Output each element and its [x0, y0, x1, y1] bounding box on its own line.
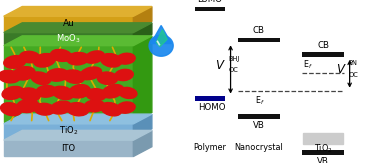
Text: HOMO: HOMO	[198, 103, 225, 112]
Ellipse shape	[115, 69, 133, 81]
Text: PN: PN	[348, 60, 357, 66]
Ellipse shape	[117, 102, 135, 113]
Ellipse shape	[34, 53, 55, 67]
Ellipse shape	[84, 100, 105, 112]
Ellipse shape	[17, 99, 39, 112]
Text: CB: CB	[253, 26, 265, 35]
Polygon shape	[149, 35, 173, 56]
Ellipse shape	[31, 72, 51, 85]
Ellipse shape	[52, 86, 74, 100]
Ellipse shape	[119, 87, 137, 98]
Polygon shape	[133, 36, 152, 122]
Ellipse shape	[67, 52, 89, 65]
Ellipse shape	[36, 85, 56, 97]
Ellipse shape	[34, 103, 54, 115]
Text: E$_f$: E$_f$	[255, 94, 265, 107]
Bar	[302, 150, 344, 155]
Ellipse shape	[85, 51, 104, 63]
Text: $V$: $V$	[336, 63, 346, 76]
Polygon shape	[4, 46, 133, 122]
Text: TiO$_2$: TiO$_2$	[314, 143, 333, 155]
Text: VB: VB	[253, 121, 265, 130]
Text: Au: Au	[63, 19, 74, 28]
Text: ITO: ITO	[62, 144, 76, 153]
Polygon shape	[156, 30, 167, 47]
Ellipse shape	[20, 51, 40, 63]
Ellipse shape	[51, 101, 72, 114]
Text: BHJ: BHJ	[229, 56, 240, 62]
Ellipse shape	[0, 70, 20, 83]
Bar	[238, 38, 280, 42]
Polygon shape	[4, 23, 152, 33]
Bar	[195, 7, 225, 11]
Text: CB: CB	[317, 41, 329, 50]
Text: OC: OC	[348, 72, 358, 78]
Text: E$_f$: E$_f$	[303, 59, 313, 71]
Polygon shape	[4, 36, 152, 46]
Polygon shape	[4, 124, 133, 139]
Text: MoO$_3$: MoO$_3$	[56, 32, 81, 44]
Polygon shape	[4, 7, 152, 16]
Polygon shape	[4, 130, 152, 140]
Polygon shape	[133, 114, 152, 139]
Polygon shape	[133, 23, 152, 44]
Ellipse shape	[86, 89, 107, 100]
Ellipse shape	[97, 72, 118, 84]
Ellipse shape	[2, 86, 24, 99]
Ellipse shape	[13, 67, 35, 80]
Ellipse shape	[1, 103, 22, 116]
Bar	[238, 114, 280, 119]
Text: $V$: $V$	[215, 59, 226, 72]
Ellipse shape	[4, 56, 26, 68]
Ellipse shape	[67, 103, 89, 116]
Text: OC: OC	[229, 67, 239, 73]
Bar	[302, 52, 344, 57]
Ellipse shape	[102, 85, 124, 98]
Polygon shape	[4, 140, 133, 156]
Ellipse shape	[19, 88, 40, 101]
Ellipse shape	[64, 70, 85, 83]
Polygon shape	[151, 25, 171, 44]
Text: VB: VB	[317, 157, 329, 163]
Ellipse shape	[46, 69, 68, 81]
Text: TiO$_2$: TiO$_2$	[59, 125, 78, 137]
Ellipse shape	[69, 85, 90, 98]
Bar	[303, 133, 343, 144]
Polygon shape	[133, 7, 152, 31]
Text: Nanocrystal: Nanocrystal	[235, 143, 283, 152]
Polygon shape	[4, 114, 152, 124]
Ellipse shape	[101, 54, 122, 67]
Text: LUMO: LUMO	[197, 0, 222, 4]
Ellipse shape	[80, 67, 102, 80]
Bar	[195, 96, 225, 101]
Polygon shape	[4, 16, 133, 31]
Polygon shape	[4, 33, 133, 44]
Ellipse shape	[51, 49, 72, 61]
Polygon shape	[133, 130, 152, 156]
Ellipse shape	[117, 53, 135, 64]
Ellipse shape	[101, 103, 121, 116]
Text: Polymer: Polymer	[194, 143, 226, 152]
